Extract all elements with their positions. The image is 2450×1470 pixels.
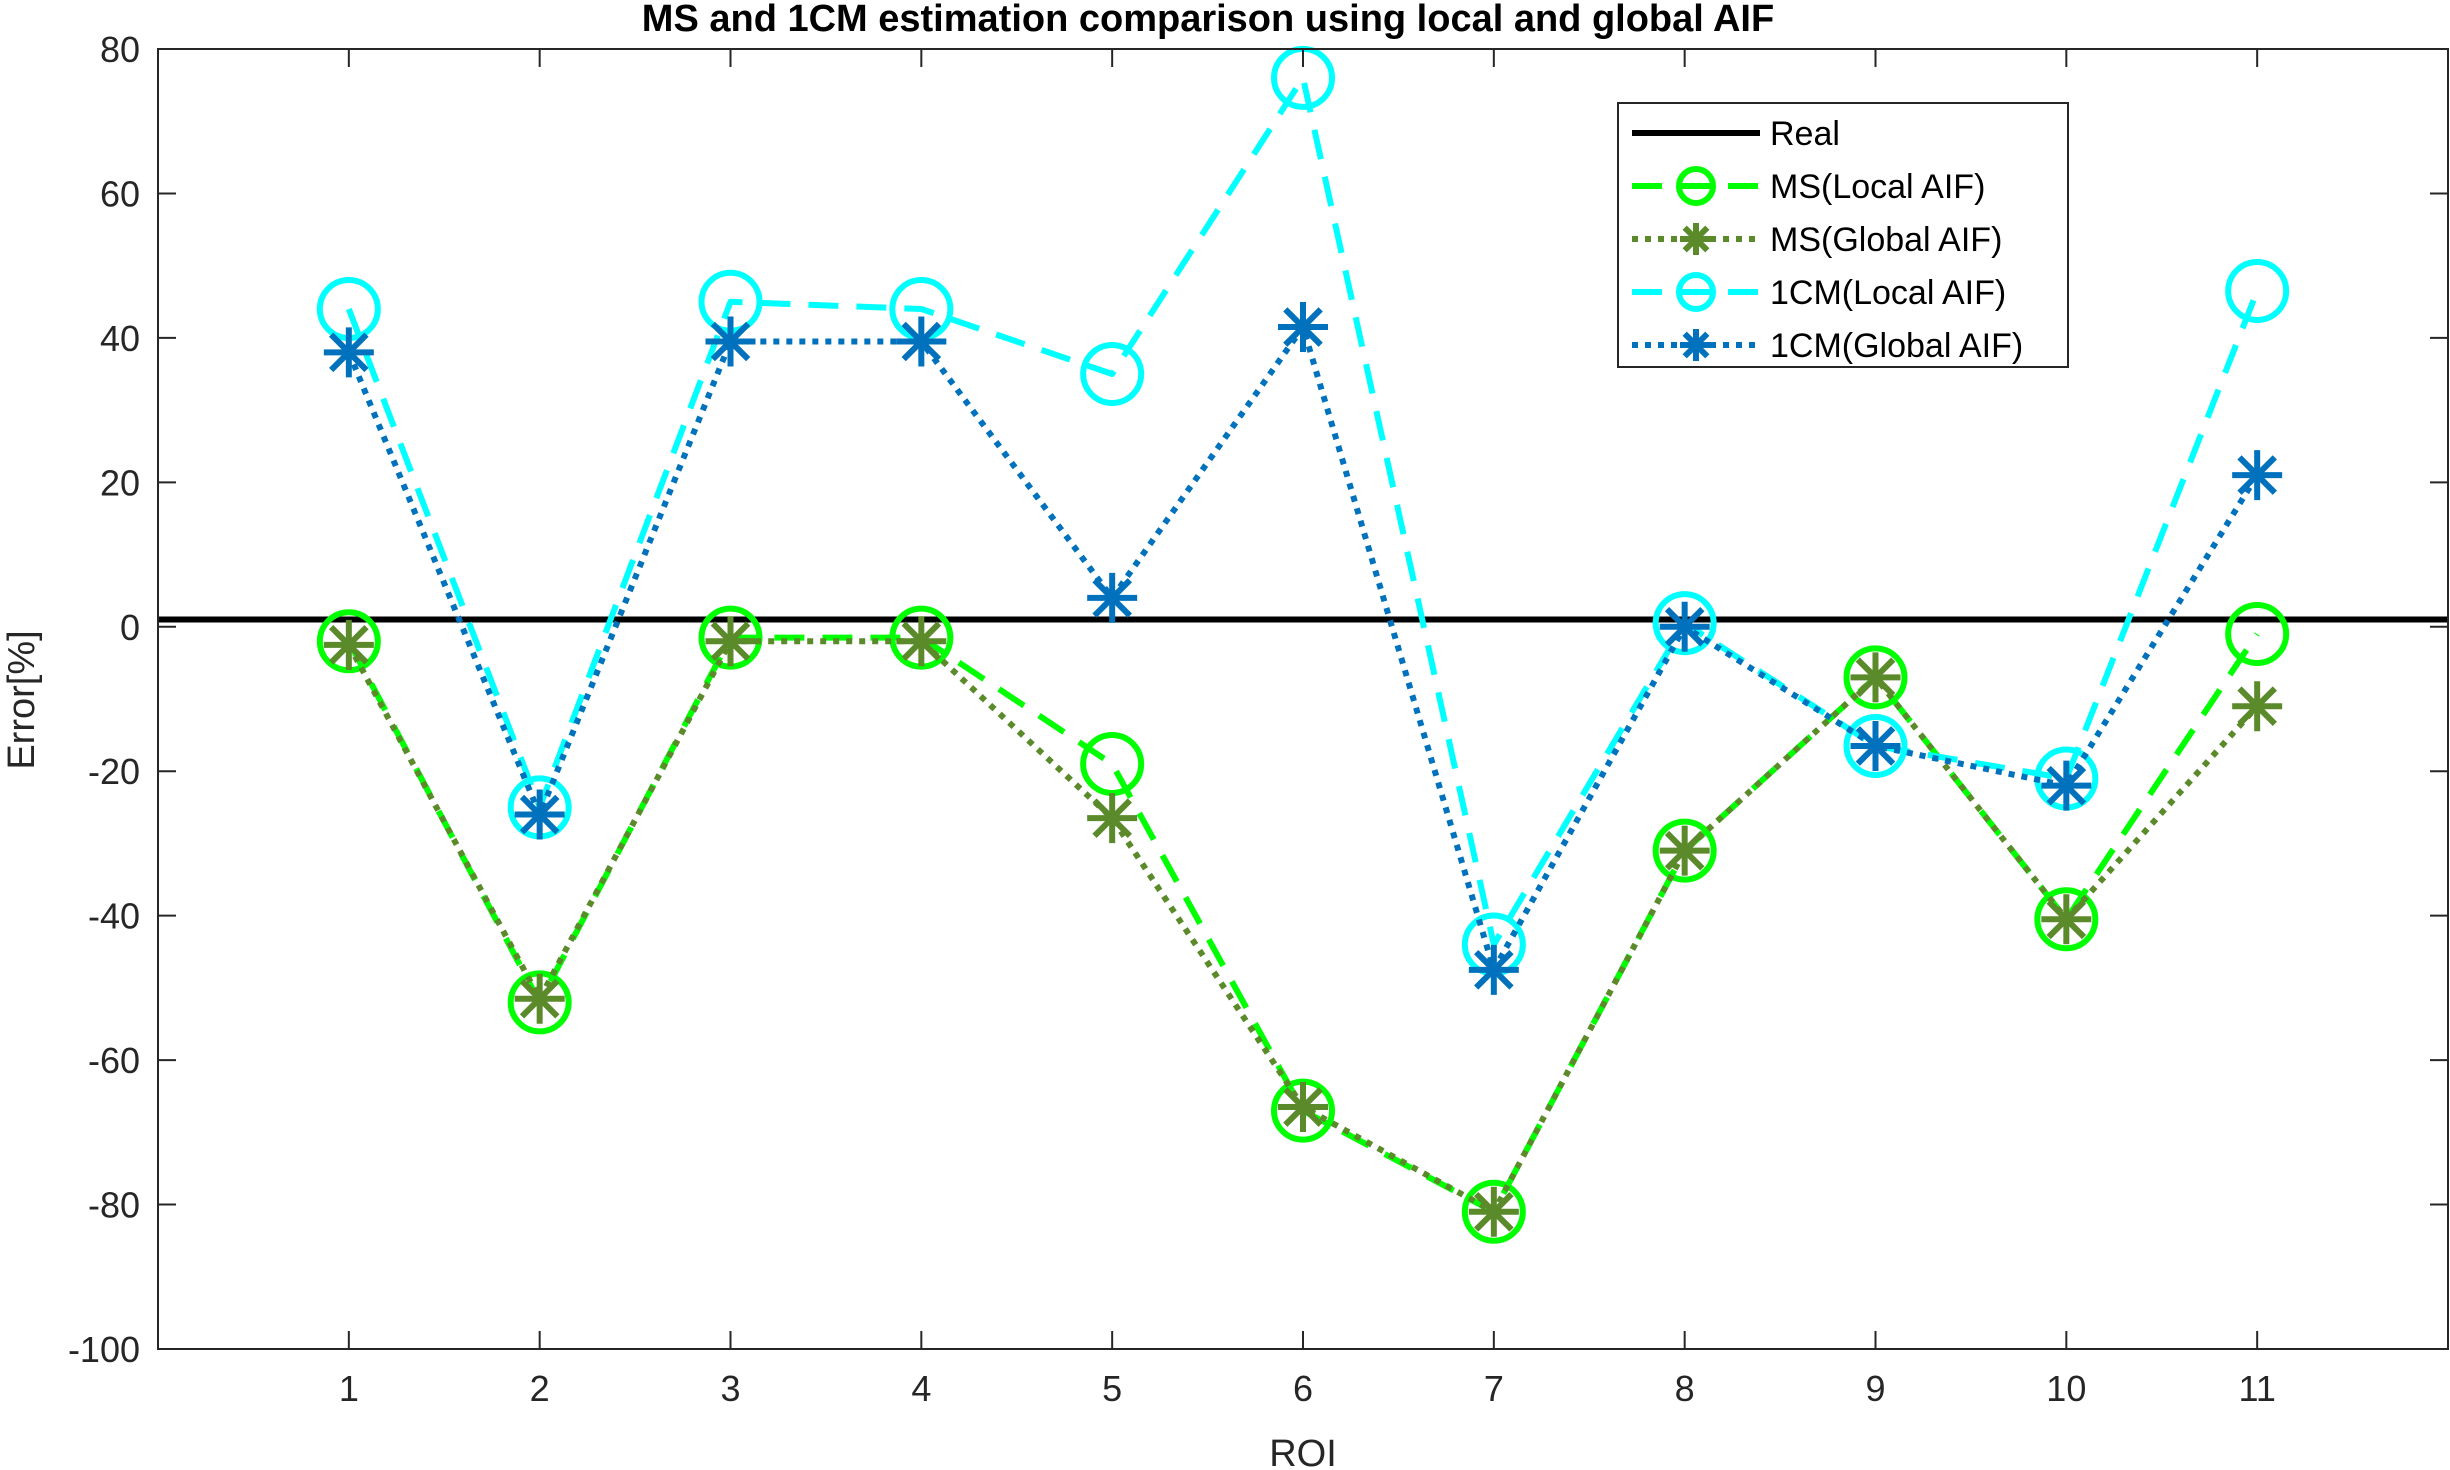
- y-tick-label: -60: [88, 1040, 140, 1081]
- point-ms-local-aif-roi-11: [2225, 602, 2290, 666]
- point-1cm-global-aif-roi-8: [1659, 601, 1710, 652]
- point-ms-local-aif-roi-6: [1271, 1078, 1335, 1143]
- point-ms-global-aif-roi-11: [2232, 681, 2283, 732]
- point-ms-global-aif-roi-2: [514, 973, 565, 1024]
- x-tick-label: 2: [530, 1368, 550, 1409]
- point-1cm-global-aif-roi-6: [1278, 302, 1328, 353]
- point-1cm-local-aif-roi-8: [1652, 591, 1717, 656]
- series-layer: [316, 45, 2290, 1244]
- y-tick-label: -100: [68, 1329, 140, 1370]
- legend-marker-1cm-local-aif: [1676, 272, 1716, 312]
- point-ms-local-aif-roi-9: [1843, 645, 1908, 710]
- y-tick-label: 20: [100, 462, 140, 503]
- chart-title: MS and 1CM estimation comparison using l…: [642, 0, 1774, 40]
- point-ms-local-aif-roi-10: [2034, 887, 2099, 952]
- point-1cm-global-aif-roi-3: [705, 316, 756, 367]
- point-ms-local-aif-roi-7: [1461, 1179, 1526, 1244]
- legend-entry-ms-global-aif: MS(Global AIF): [1632, 221, 2002, 259]
- legend-label-1cm-local-aif: 1CM(Local AIF): [1770, 274, 2006, 312]
- legend-marker-ms-global-aif: [1680, 223, 1712, 255]
- series-line-1cm-local-aif: [346, 74, 2260, 948]
- y-tick-label: 60: [100, 173, 140, 214]
- y-tick-label: 40: [100, 318, 140, 359]
- y-tick-label: 0: [120, 607, 140, 648]
- legend-entry-1cm-local-aif: 1CM(Local AIF): [1632, 272, 2006, 312]
- point-ms-global-aif-roi-1: [323, 619, 374, 670]
- legend-entry-ms-local-aif: MS(Local AIF): [1632, 166, 1985, 206]
- point-ms-global-aif-roi-10: [2041, 894, 2092, 945]
- point-ms-local-aif-roi-8: [1652, 818, 1717, 883]
- x-tick-label: 11: [2238, 1368, 2275, 1409]
- point-1cm-global-aif-roi-4: [896, 316, 947, 367]
- x-tick-label: 8: [1675, 1368, 1695, 1409]
- x-tick-label: 1: [339, 1368, 359, 1409]
- point-1cm-local-aif-roi-9: [1843, 713, 1908, 778]
- legend-label-1cm-global-aif: 1CM(Global AIF): [1770, 327, 2023, 365]
- point-ms-global-aif-roi-5: [1087, 793, 1138, 844]
- x-tick-label: 10: [2046, 1368, 2086, 1409]
- point-1cm-global-aif-roi-2: [514, 789, 565, 840]
- point-ms-local-aif-roi-2: [507, 970, 572, 1035]
- point-ms-global-aif-roi-4: [896, 616, 947, 667]
- point-ms-global-aif-roi-6: [1278, 1082, 1328, 1133]
- x-axis-label: ROI: [1269, 1433, 1337, 1470]
- x-tick-label: 6: [1293, 1368, 1313, 1409]
- point-ms-local-aif-roi-3: [698, 605, 763, 670]
- y-tick-label: -80: [88, 1185, 140, 1226]
- y-tick-label: -20: [88, 751, 140, 792]
- point-ms-local-aif-roi-1: [316, 609, 381, 674]
- legend-marker-1cm-global-aif: [1680, 329, 1712, 361]
- point-ms-local-aif-roi-4: [889, 605, 954, 670]
- x-tick-label: 5: [1102, 1368, 1122, 1409]
- point-ms-global-aif-roi-3: [705, 616, 756, 667]
- x-tick-label: 9: [1865, 1368, 1885, 1409]
- point-1cm-global-aif-roi-1: [323, 327, 374, 378]
- point-1cm-global-aif-roi-11: [2232, 450, 2283, 501]
- point-1cm-global-aif-roi-10: [2041, 760, 2092, 811]
- y-tick-label: -40: [88, 896, 140, 937]
- legend-entry-real: Real: [1632, 115, 1840, 153]
- point-1cm-local-aif-roi-11: [2225, 258, 2290, 323]
- legend-label-real: Real: [1770, 115, 1840, 153]
- legend-marker-ms-local-aif: [1676, 166, 1716, 206]
- legend-label-ms-global-aif: MS(Global AIF): [1770, 221, 2002, 259]
- legend: Real MS(Local AIF) MS(Global AIF) 1CM(Local…: [1617, 102, 2069, 368]
- point-1cm-global-aif-roi-7: [1468, 944, 1519, 995]
- point-ms-local-aif-roi-5: [1080, 732, 1145, 796]
- legend-entry-1cm-global-aif: 1CM(Global AIF): [1632, 327, 2023, 365]
- point-1cm-global-aif-roi-5: [1087, 572, 1138, 623]
- point-1cm-global-aif-roi-9: [1850, 720, 1901, 771]
- legend-label-ms-local-aif: MS(Local AIF): [1770, 168, 1985, 206]
- y-axis-label: Error[%]: [1, 630, 43, 769]
- point-ms-global-aif-roi-8: [1659, 825, 1710, 876]
- series-1cm-global-aif: [323, 302, 2283, 995]
- axis-ticks: 1 2 3 4 5 6 7 8 9 10 11 -100 -80 -60 -40 -20 0 20 40 60 80: [68, 29, 2448, 1409]
- point-ms-global-aif-roi-7: [1468, 1186, 1519, 1237]
- x-tick-label: 4: [911, 1368, 931, 1409]
- plot-area: [158, 49, 2448, 1349]
- x-tick-label: 3: [720, 1368, 740, 1409]
- y-tick-label: 80: [100, 29, 140, 70]
- point-1cm-local-aif-roi-5: [1080, 342, 1145, 406]
- x-tick-label: 7: [1484, 1368, 1504, 1409]
- point-ms-global-aif-roi-9: [1850, 652, 1901, 703]
